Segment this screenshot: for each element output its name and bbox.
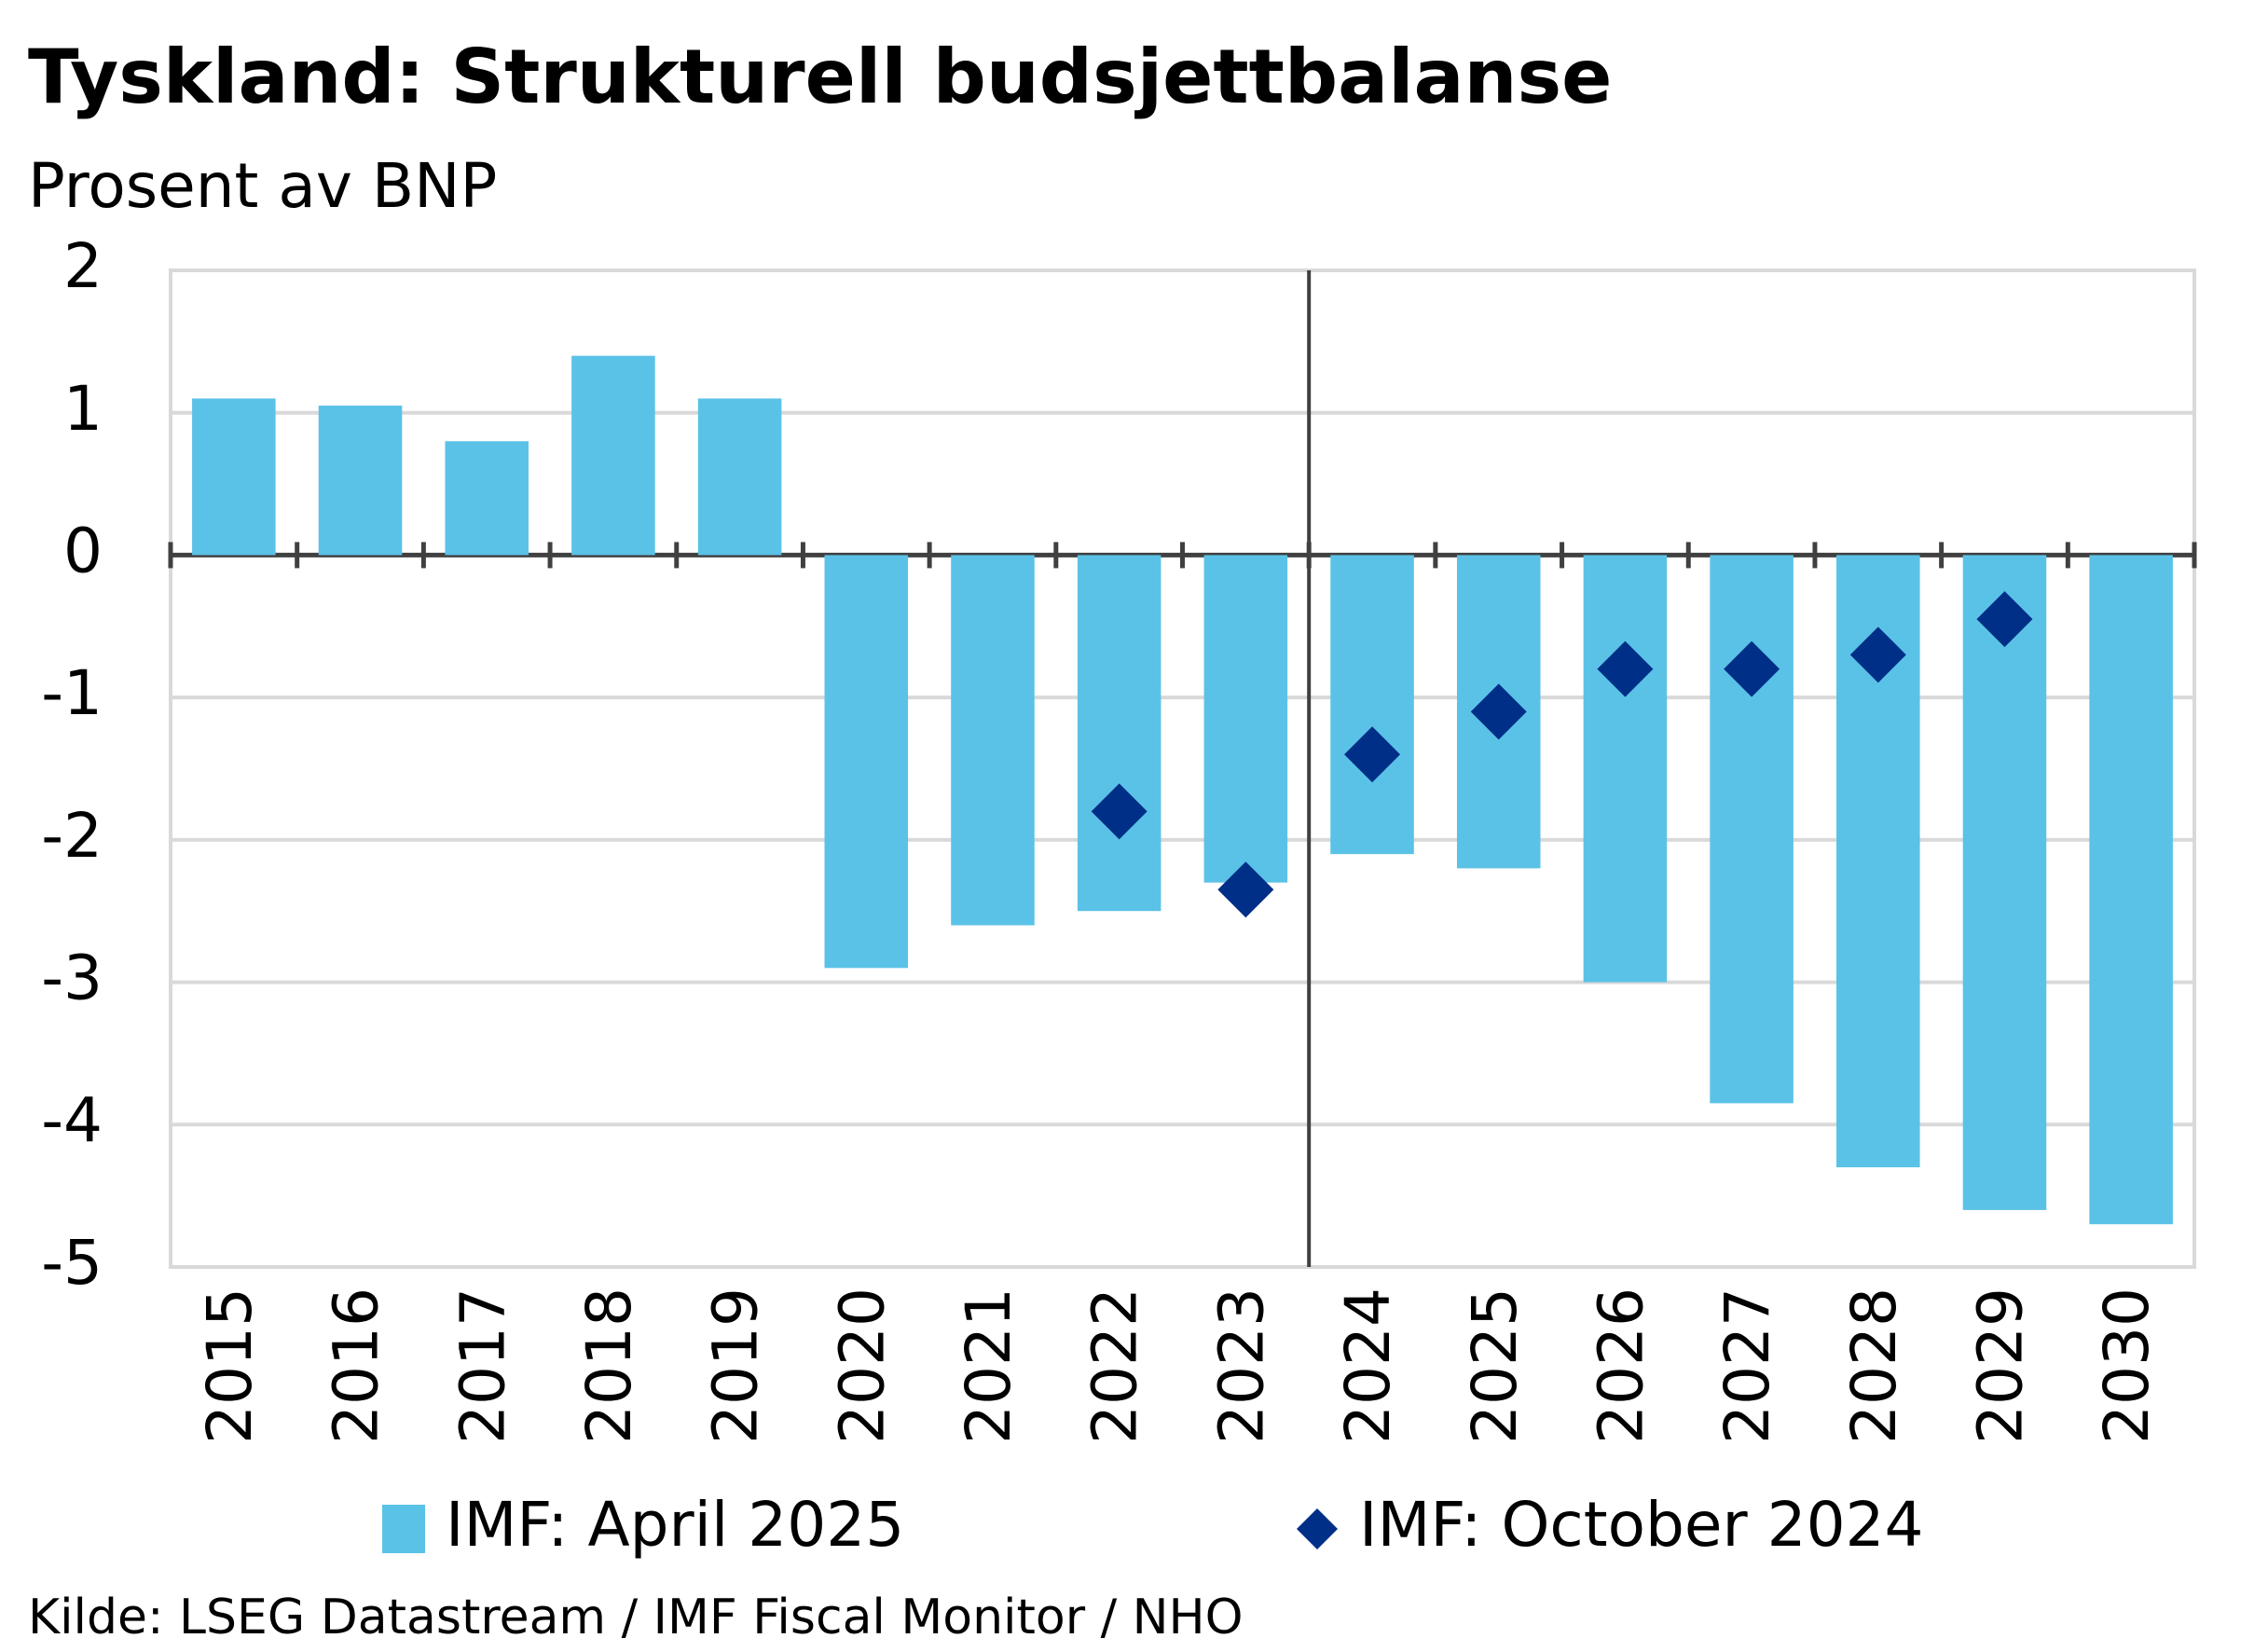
diamond-marker <box>1344 726 1401 783</box>
bar <box>951 555 1035 926</box>
bar <box>1710 555 1794 1104</box>
legend-swatch <box>382 1505 425 1553</box>
x-tick-label: 2027 <box>1711 1287 1783 1444</box>
y-tick-label: 1 <box>63 373 103 445</box>
x-tick-label: 2030 <box>2091 1287 2163 1444</box>
diamond-marker <box>1091 783 1148 840</box>
x-tick-label: 2018 <box>573 1287 645 1444</box>
y-tick-label: 2 <box>63 230 103 302</box>
x-tick-label: 2017 <box>447 1287 518 1444</box>
bar <box>1203 555 1288 883</box>
chart-subtitle: Prosent av BNP <box>28 150 497 222</box>
bar <box>1077 555 1161 912</box>
x-tick-label: 2016 <box>321 1287 392 1444</box>
bar <box>1330 555 1414 855</box>
bar <box>2089 555 2173 1225</box>
bar <box>1583 555 1668 983</box>
bar <box>571 355 655 556</box>
x-tick-label: 2024 <box>1332 1287 1404 1444</box>
x-tick-label: 2021 <box>953 1287 1024 1444</box>
x-tick-label: 2028 <box>1838 1287 1910 1444</box>
x-tick-label: 2019 <box>700 1287 772 1444</box>
x-tick-label: 2020 <box>826 1287 898 1444</box>
y-tick-label: -1 <box>41 657 103 729</box>
x-tick-label: 2026 <box>1585 1287 1656 1444</box>
y-tick-label: -3 <box>41 943 103 1014</box>
bar <box>697 398 782 556</box>
diamond-marker <box>1849 626 1906 683</box>
x-tick-label: 2022 <box>1079 1287 1151 1444</box>
legend-label: IMF: April 2025 <box>446 1489 904 1561</box>
bar <box>824 555 909 969</box>
legend-label: IMF: October 2024 <box>1359 1489 1924 1561</box>
diamond-marker <box>1597 640 1654 697</box>
diamond-marker <box>1976 591 2033 648</box>
y-tick-label: -2 <box>41 800 103 872</box>
y-tick-label: 0 <box>63 515 103 586</box>
x-tick-label: 2023 <box>1205 1287 1277 1444</box>
bar <box>1962 555 2047 1210</box>
bar <box>318 406 403 556</box>
bar <box>445 441 529 556</box>
diamond-marker <box>1470 683 1527 740</box>
x-tick-label: 2025 <box>1459 1287 1531 1444</box>
x-tick-label: 2029 <box>1965 1287 2037 1444</box>
diamond-marker <box>1217 861 1274 918</box>
bar <box>192 398 276 556</box>
chart-title: Tyskland: Strukturell budsjettbalanse <box>28 34 1612 120</box>
x-tick-label: 2015 <box>194 1287 266 1444</box>
y-tick-label: -5 <box>41 1227 103 1299</box>
legend-swatch <box>1297 1508 1338 1549</box>
y-tick-label: -4 <box>41 1084 103 1156</box>
diamond-marker <box>1724 640 1780 697</box>
source: Kilde: LSEG Datastream / IMF Fiscal Moni… <box>28 1590 1244 1645</box>
